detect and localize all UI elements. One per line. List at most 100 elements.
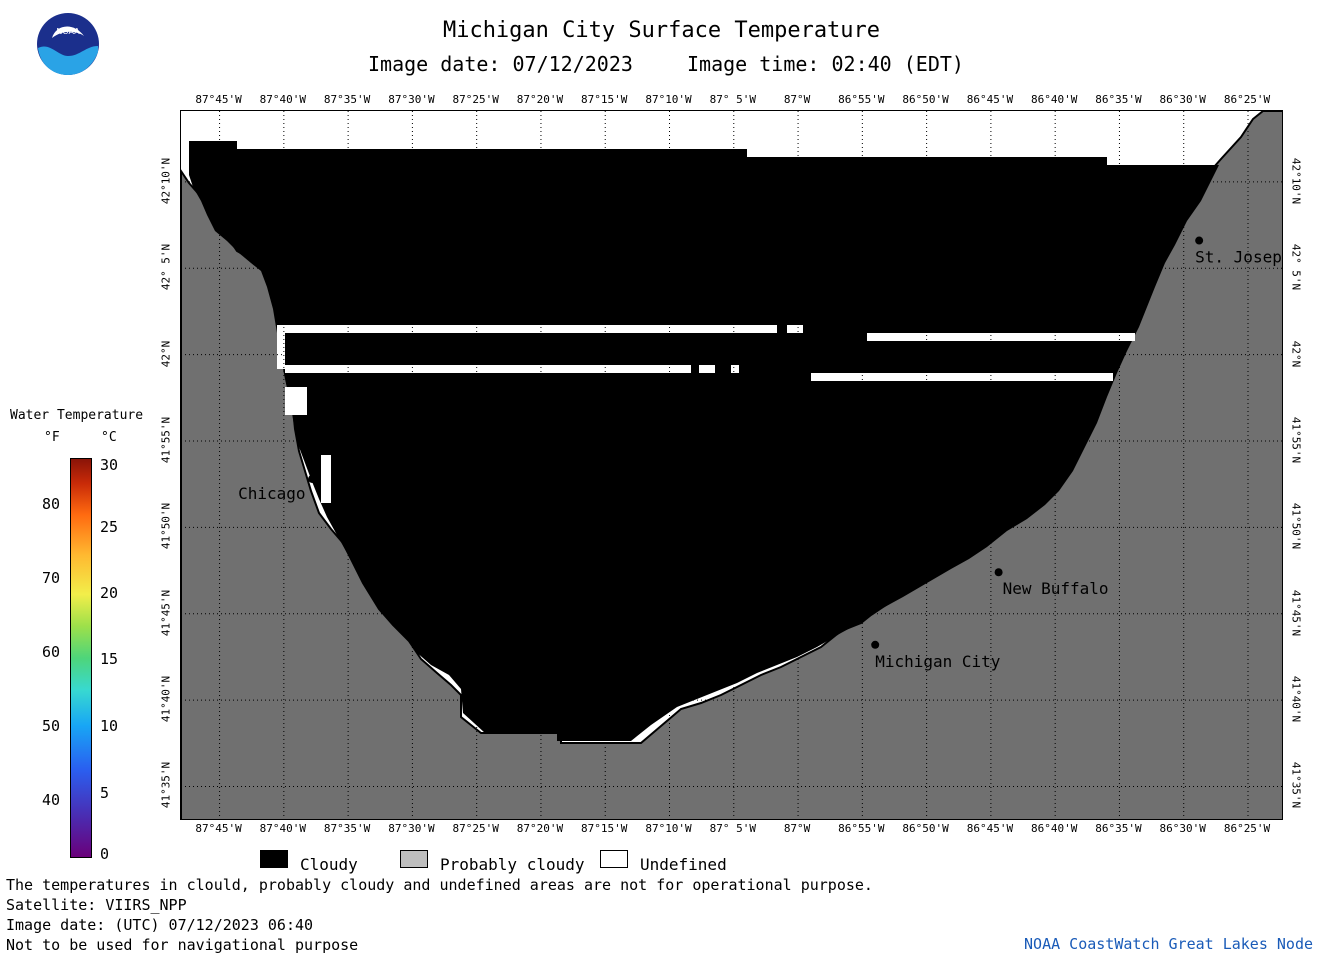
longitude-label: 86°35'W	[1095, 93, 1142, 106]
city-markers: Chicago St. Joseph New Buffalo Michigan Cit…	[238, 236, 1283, 671]
city-label: St. Joseph	[1195, 248, 1283, 267]
fahrenheit-tick: 70	[41, 569, 60, 587]
longitude-label: 87°W	[783, 822, 811, 835]
latitude-label: 42° 5'N	[1289, 244, 1303, 291]
celsius-tick: 20	[100, 584, 119, 602]
celsius-tick: 5	[100, 784, 110, 802]
legend-undefined-swatch	[600, 850, 628, 868]
longitude-label: 86°45'W	[966, 93, 1014, 106]
temperature-color-scale	[70, 458, 92, 858]
celsius-tick: 0	[100, 845, 110, 863]
city-marker	[994, 568, 1003, 577]
latitude-label: 42° 5'N	[159, 244, 173, 291]
longitude-label: 87°15'W	[581, 822, 628, 835]
logo-text: NOAA	[56, 27, 80, 36]
note-disclaimer: The temperatures in clould, probably clo…	[6, 876, 873, 894]
longitude-label: 87°30'W	[388, 822, 435, 835]
celsius-tick: 25	[100, 518, 119, 536]
latitude-label: 41°55'N	[1289, 416, 1303, 464]
longitude-label: 86°30'W	[1159, 822, 1206, 835]
image-date: Image date: 07/12/2023	[368, 52, 633, 76]
image-time: Image time: 02:40 (EDT)	[687, 52, 964, 76]
longitude-label: 86°35'W	[1095, 822, 1142, 835]
longitude-label: 87°15'W	[581, 93, 628, 106]
noaa-logo: NOAA	[36, 12, 100, 76]
undefined-stripe	[285, 365, 691, 373]
fahrenheit-tick: 40	[41, 791, 60, 809]
city-label: New Buffalo	[1003, 579, 1109, 598]
latitude-label: 41°50'N	[1289, 503, 1303, 550]
legend-probably-cloudy-label: Probably cloudy	[440, 855, 585, 874]
note-utc-date: Image date: (UTC) 07/12/2023 06:40	[6, 916, 314, 934]
undefined-stripe	[731, 365, 739, 373]
credit-line: NOAA CoastWatch Great Lakes Node	[1024, 935, 1313, 953]
latitude-label: 41°35'N	[1289, 762, 1303, 809]
map-area: Chicago St. Joseph New Buffalo Michigan Cit…	[180, 110, 1283, 820]
longitude-label: 87°20'W	[516, 93, 564, 106]
longitude-label: 87°40'W	[259, 93, 307, 106]
latitude-label: 42°N	[159, 340, 173, 367]
legend-unit-c: °C	[101, 430, 117, 445]
latitude-label: 41°40'N	[159, 675, 173, 723]
longitude-label: 86°40'W	[1030, 822, 1078, 835]
longitude-label: 86°40'W	[1030, 93, 1078, 106]
celsius-tick: 15	[100, 650, 119, 668]
longitude-label: 87°25'W	[452, 822, 499, 835]
longitude-label: 87°35'W	[323, 93, 371, 106]
longitude-label: 86°55'W	[838, 93, 885, 106]
latitude-label: 41°35'N	[159, 762, 173, 809]
longitude-label: 86°25'W	[1223, 93, 1271, 106]
longitude-label: 86°45'W	[966, 822, 1014, 835]
longitude-label: 87°10'W	[645, 822, 692, 835]
undefined-patch	[321, 455, 331, 503]
undefined-stripe	[811, 373, 1113, 381]
undefined-stripe	[699, 365, 715, 373]
undefined-stripe	[277, 333, 285, 369]
celsius-tick: 30	[100, 456, 119, 474]
legend-cloudy-swatch	[260, 850, 288, 868]
undefined-patch	[285, 387, 307, 415]
latitude-label: 42°10'N	[159, 157, 173, 204]
latitude-label: 41°45'N	[159, 589, 173, 636]
celsius-tick: 10	[100, 717, 119, 735]
latitude-label: 42°10'N	[1289, 157, 1303, 204]
longitude-label: 87°20'W	[516, 822, 564, 835]
city-marker	[308, 474, 317, 483]
city-marker	[1195, 236, 1204, 245]
noaa-logo-icon: NOAA	[37, 13, 99, 75]
latitude-label: 41°50'N	[159, 503, 173, 550]
undefined-stripe	[277, 325, 777, 333]
longitude-label: 86°55'W	[838, 822, 885, 835]
cloudy-area	[189, 141, 1219, 741]
longitude-label: 86°25'W	[1223, 822, 1271, 835]
city-label: Chicago	[238, 484, 305, 503]
latitude-label: 41°40'N	[1289, 675, 1303, 723]
longitude-label: 87°W	[783, 93, 811, 106]
note-satellite: Satellite: VIIRS_NPP	[6, 896, 187, 914]
note-navigation: Not to be used for navigational purpose	[6, 936, 359, 954]
legend-cloudy-label: Cloudy	[300, 855, 358, 874]
map-svg: Chicago St. Joseph New Buffalo Michigan Cit…	[181, 111, 1283, 819]
longitude-label: 87°30'W	[388, 93, 435, 106]
longitude-label: 87°35'W	[323, 822, 371, 835]
city-label: Michigan City	[875, 652, 1001, 671]
fahrenheit-tick: 60	[41, 643, 60, 661]
legend-probably-cloudy-swatch	[400, 850, 428, 868]
longitude-label: 87° 5'W	[709, 822, 756, 835]
longitude-label: 86°30'W	[1159, 93, 1206, 106]
longitude-label: 87° 5'W	[709, 93, 756, 106]
map-title: Michigan City Surface Temperature	[442, 18, 881, 43]
legend-unit-f: °F	[44, 430, 60, 445]
undefined-stripe	[867, 333, 1135, 341]
longitude-label: 87°25'W	[452, 93, 499, 106]
longitude-label: 87°10'W	[645, 93, 692, 106]
longitude-label: 86°50'W	[902, 93, 949, 106]
undefined-stripe	[787, 325, 803, 333]
fahrenheit-tick: 80	[41, 495, 60, 513]
latitude-label: 42°N	[1289, 340, 1303, 367]
longitude-label: 86°50'W	[902, 822, 949, 835]
city-marker	[871, 640, 880, 649]
latitude-label: 41°55'N	[159, 416, 173, 464]
legend-title: Water Temperature	[10, 408, 144, 423]
longitude-label: 87°40'W	[259, 822, 307, 835]
